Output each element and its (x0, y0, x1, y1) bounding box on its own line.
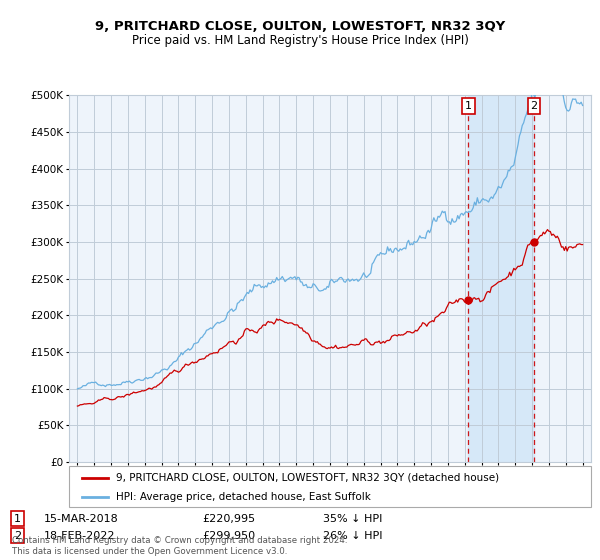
Text: 2: 2 (14, 530, 22, 540)
Text: Contains HM Land Registry data © Crown copyright and database right 2024.
This d: Contains HM Land Registry data © Crown c… (12, 536, 347, 556)
Text: HPI: Average price, detached house, East Suffolk: HPI: Average price, detached house, East… (116, 492, 371, 502)
Text: Price paid vs. HM Land Registry's House Price Index (HPI): Price paid vs. HM Land Registry's House … (131, 34, 469, 46)
Text: 26% ↓ HPI: 26% ↓ HPI (323, 530, 383, 540)
Text: 9, PRITCHARD CLOSE, OULTON, LOWESTOFT, NR32 3QY: 9, PRITCHARD CLOSE, OULTON, LOWESTOFT, N… (95, 20, 505, 32)
Text: 1: 1 (14, 514, 21, 524)
Text: 1: 1 (465, 101, 472, 111)
Text: 35% ↓ HPI: 35% ↓ HPI (323, 514, 382, 524)
Text: 18-FEB-2022: 18-FEB-2022 (44, 530, 115, 540)
Text: 15-MAR-2018: 15-MAR-2018 (44, 514, 118, 524)
Text: £299,950: £299,950 (202, 530, 255, 540)
Bar (468, 95, 534, 462)
FancyBboxPatch shape (69, 466, 591, 507)
Text: 2: 2 (530, 101, 538, 111)
Text: £220,995: £220,995 (202, 514, 255, 524)
Text: 9, PRITCHARD CLOSE, OULTON, LOWESTOFT, NR32 3QY (detached house): 9, PRITCHARD CLOSE, OULTON, LOWESTOFT, N… (116, 473, 499, 483)
